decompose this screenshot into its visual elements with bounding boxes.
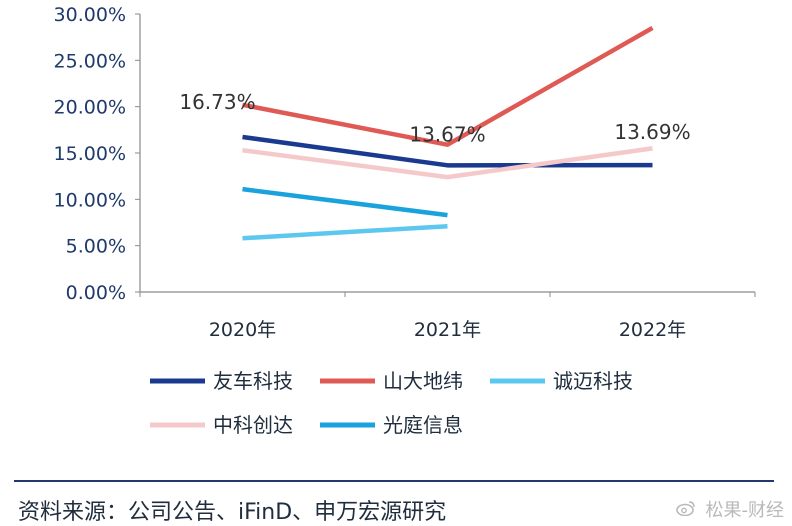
series-lines [242,25,654,241]
y-tick-label: 25.00% [54,50,126,72]
legend-label: 友车科技 [213,369,293,393]
y-tick-label: 5.00% [66,236,126,258]
data-label: 13.69% [614,120,690,144]
axes: 0.00% 5.00% 10.00% 15.00% 20.00% 25.00% 30.00%… [54,4,756,341]
source-footer: 资料来源：公司公告、iFinD、申万宏源研究 松果-财经 [0,480,792,526]
legend-label: 光庭信息 [383,413,463,437]
data-label: 16.73% [179,90,255,114]
series-line [242,186,448,218]
y-tick-label: 30.00% [54,4,126,26]
x-tick-label: 2020年 [209,319,276,341]
legend-label: 中科创达 [213,413,293,437]
series-line [242,146,653,180]
legend-label: 诚迈科技 [553,369,633,393]
data-label: 13.67% [409,122,485,146]
y-tick-label: 10.00% [54,189,126,211]
series-line [242,223,448,241]
line-chart: 0.00% 5.00% 10.00% 15.00% 20.00% 25.00% 30.00%… [54,4,756,437]
weibo-logo-icon [675,500,696,521]
y-tick-label: 20.00% [54,97,126,119]
x-tick-label: 2021年 [414,319,481,341]
y-tick-label: 15.00% [54,143,126,165]
legend-label: 山大地纬 [383,369,463,393]
series-line [242,25,654,147]
footer-divider [14,480,774,482]
y-tick-label: 0.00% [66,282,126,304]
source-text: 资料来源：公司公告、iFinD、申万宏源研究 [18,500,447,525]
watermark: 松果-财经 [675,496,785,522]
data-labels: 16.73% 13.67% 13.69% [179,90,690,146]
series-line [242,134,653,168]
x-tick-label: 2022年 [619,319,686,341]
watermark-text: 松果-财经 [705,500,785,521]
